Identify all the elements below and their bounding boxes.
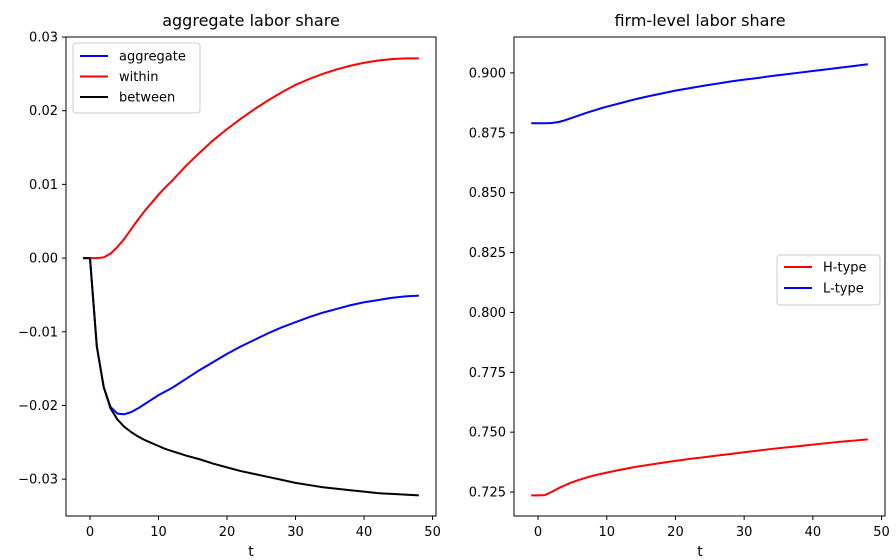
legend-box: [72, 42, 201, 114]
x-tick-label: 20: [219, 525, 236, 540]
series-line-aggregate: [83, 257, 419, 416]
series-line-between: [83, 257, 419, 497]
y-tick-label: 0.900: [469, 66, 506, 81]
y-tick-label: 0.800: [469, 306, 506, 321]
x-tick-label: 0: [86, 525, 94, 540]
x-tick-label: 10: [598, 525, 615, 540]
y-tick-label: −0.03: [18, 473, 58, 488]
y-tick-label: 0.01: [29, 178, 58, 193]
x-tick-label: 40: [805, 525, 822, 540]
x-tick-label: 30: [287, 525, 304, 540]
plot-frame: [513, 36, 886, 517]
x-tick-label: 30: [736, 525, 753, 540]
legend-entry: between: [119, 91, 175, 106]
y-tick-label: 0.750: [469, 426, 506, 441]
legend-entry: H-type: [823, 261, 867, 276]
y-tick-label: 0.00: [29, 252, 58, 267]
legend-entry: L-type: [823, 282, 864, 297]
y-tick-label: −0.01: [18, 325, 58, 340]
legend: aggregate within between: [72, 42, 201, 114]
x-tick-label: 10: [150, 525, 167, 540]
x-axis-label: t: [248, 544, 254, 560]
y-tick-label: 0.875: [469, 126, 506, 141]
y-tick-label: −0.02: [18, 399, 58, 414]
y-tick-label: 0.825: [469, 246, 506, 261]
legend-entry: within: [119, 70, 158, 85]
y-tick-label: 0.02: [29, 104, 58, 119]
series-line-h-type: [531, 438, 868, 497]
y-tick-label: 0.775: [469, 366, 506, 381]
y-tick-label: 0.03: [29, 31, 58, 46]
legend-entry: aggregate: [119, 50, 186, 65]
legend: H-type L-type: [776, 254, 881, 306]
x-tick-label: 0: [534, 525, 542, 540]
x-tick-label: 50: [424, 525, 441, 540]
y-tick-label: 0.725: [469, 486, 506, 501]
x-axis-label: t: [697, 544, 703, 560]
y-tick-label: 0.850: [469, 186, 506, 201]
series-line-l-type: [531, 63, 868, 125]
x-tick-label: 50: [873, 525, 890, 540]
x-tick-label: 40: [356, 525, 373, 540]
chart-title: firm-level labor share: [614, 11, 785, 30]
firm-level-labor-share-panel: firm-level labor share t 0 10 20 30 40 50 0.72…: [469, 11, 890, 560]
chart-title: aggregate labor share: [162, 11, 340, 30]
x-tick-label: 20: [667, 525, 684, 540]
series-line-within: [83, 57, 419, 260]
plot-frame: [65, 36, 437, 517]
aggregate-labor-share-panel: aggregate labor share t 0 10 20 30 40 50 −0.03…: [18, 11, 441, 560]
